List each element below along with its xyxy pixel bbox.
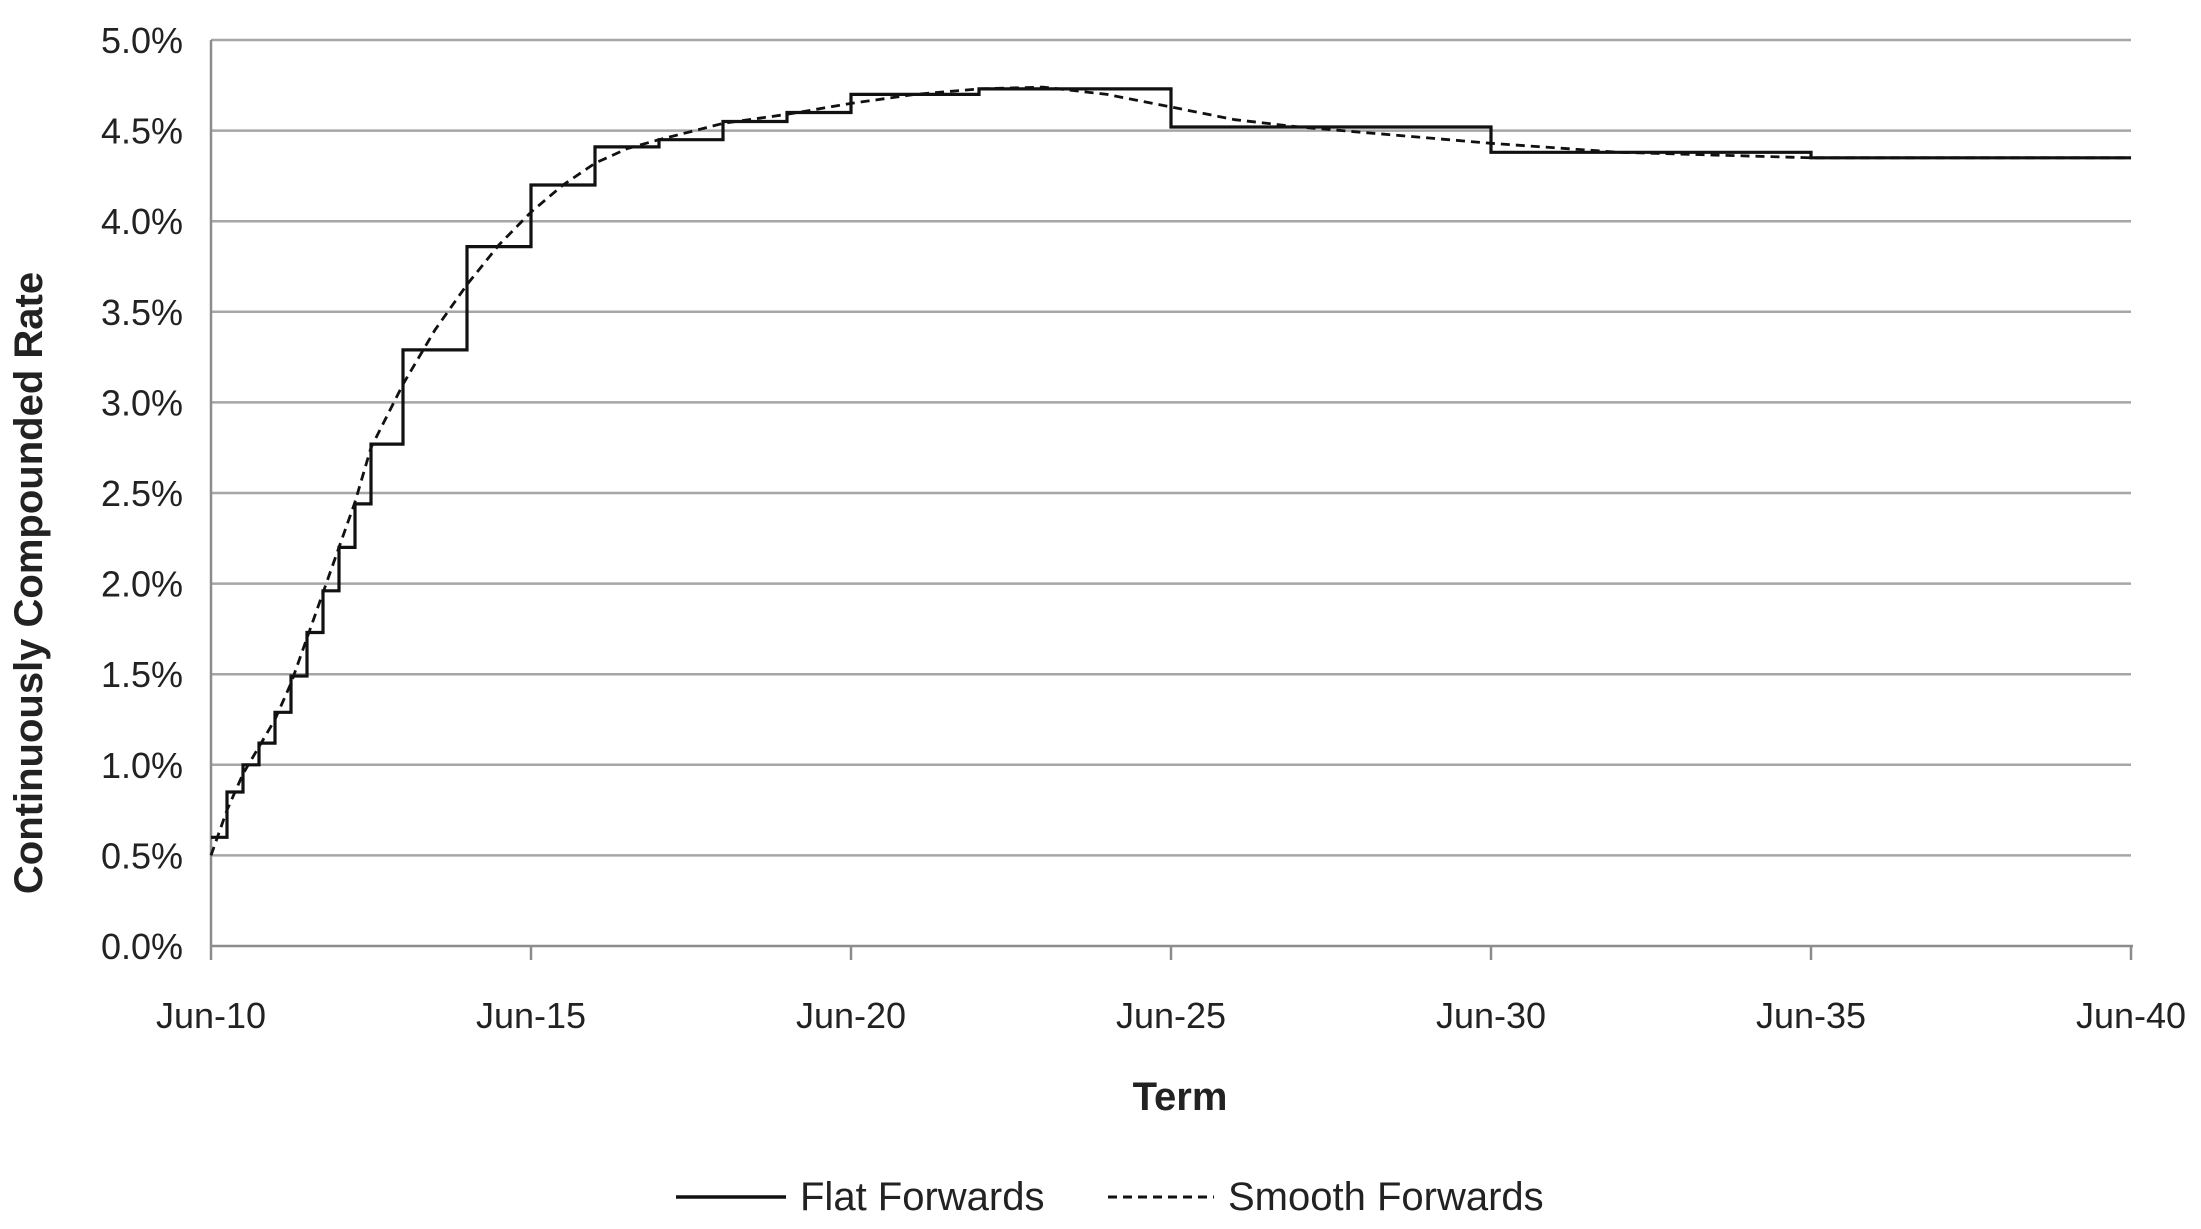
legend-label-flat-forwards: Flat Forwards <box>800 1175 1045 1219</box>
legend-label-smooth-forwards: Smooth Forwards <box>1228 1175 1544 1219</box>
x-tick-label: Jun-40 <box>2076 995 2186 1036</box>
x-tick-label: Jun-25 <box>1116 995 1226 1036</box>
y-tick-label: 1.0% <box>101 745 183 786</box>
x-tick-label: Jun-10 <box>156 995 266 1036</box>
x-tick-label: Jun-20 <box>796 995 906 1036</box>
y-tick-labels: 0.0% 0.5% 1.0% 1.5% 2.0% 2.5% 3.0% 3.5% 4.0% 4.5%… <box>101 20 183 967</box>
y-tick-label: 5.0% <box>101 20 183 61</box>
y-tick-label: 3.0% <box>101 382 183 423</box>
x-tick-label: Jun-30 <box>1436 995 1546 1036</box>
series-line-flat-forwards <box>211 87 2131 839</box>
y-tick-label: 3.5% <box>101 292 183 333</box>
y-tick-label: 4.0% <box>101 201 183 242</box>
x-tick-label: Jun-15 <box>476 995 586 1036</box>
y-tick-label: 2.5% <box>101 473 183 514</box>
y-tick-label: 0.5% <box>101 835 183 876</box>
series-lines <box>209 85 2131 856</box>
axes <box>209 40 2133 960</box>
y-tick-label: 2.0% <box>101 564 183 605</box>
series-line-smooth-forwards <box>209 85 2131 856</box>
x-tick-labels: Jun-10 Jun-15 Jun-20 Jun-25 Jun-30 Jun-35 Jun-… <box>156 995 2186 1036</box>
y-tick-label: 4.5% <box>101 111 183 152</box>
y-tick-label: 0.0% <box>101 926 183 967</box>
grid-lines <box>211 38 2131 857</box>
x-tick-label: Jun-35 <box>1756 995 1866 1036</box>
y-tick-label: 1.5% <box>101 654 183 695</box>
legend: Flat Forwards Smooth Forwards <box>676 1175 1544 1219</box>
y-axis-title: Continuously Compounded Rate <box>7 272 51 894</box>
x-axis-title: Term <box>1133 1075 1228 1119</box>
